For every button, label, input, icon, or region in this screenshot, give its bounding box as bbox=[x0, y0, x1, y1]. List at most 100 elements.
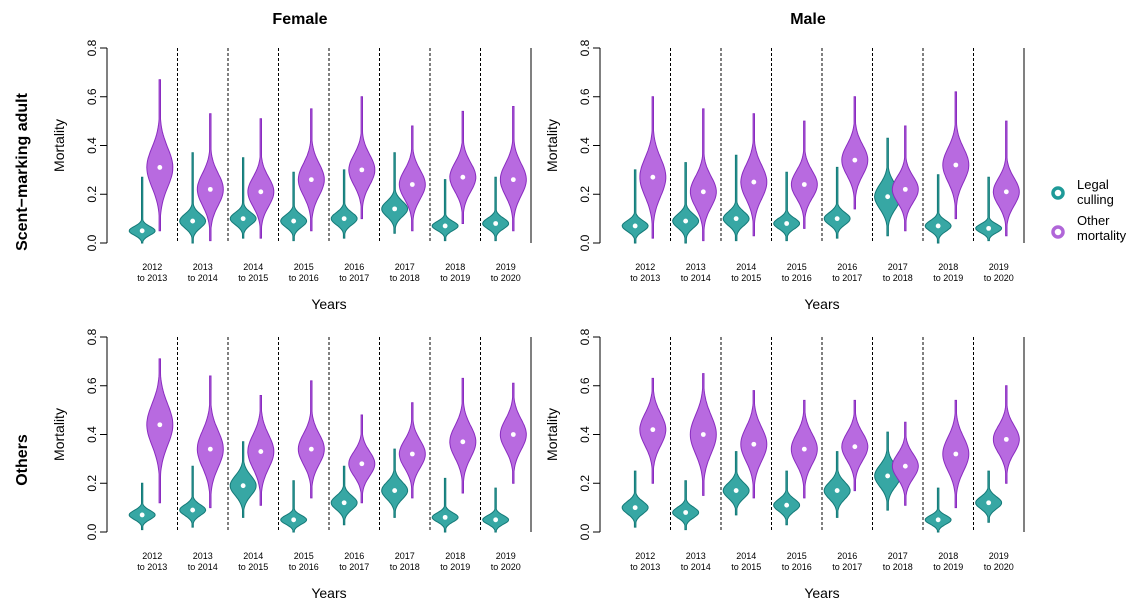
col-title-male: Male bbox=[790, 11, 826, 28]
x-tick-label-line2: to 2017 bbox=[832, 562, 862, 572]
y-axis-label: Mortality bbox=[544, 119, 560, 172]
x-tick-label-line2: to 2013 bbox=[137, 562, 167, 572]
median-point-legal-culling bbox=[885, 194, 891, 200]
violin-other-mortality bbox=[891, 421, 919, 506]
median-point-legal-culling bbox=[683, 510, 689, 515]
violin-legal-culling bbox=[672, 480, 700, 531]
median-point-other-mortality bbox=[460, 174, 466, 180]
violin-legal-culling bbox=[823, 451, 851, 518]
median-point-other-mortality bbox=[157, 165, 163, 170]
median-point-legal-culling bbox=[733, 488, 739, 493]
x-axis-label: Years bbox=[804, 585, 839, 601]
x-tick-label-line1: 2019 bbox=[989, 551, 1009, 561]
violin-legal-culling bbox=[482, 487, 510, 533]
x-tick-label-line2: to 2014 bbox=[681, 562, 711, 572]
x-tick-label-line1: 2014 bbox=[736, 262, 756, 272]
x-tick-label-line1: 2018 bbox=[445, 262, 465, 272]
median-point-other-mortality bbox=[801, 182, 807, 187]
violin-legal-culling bbox=[722, 154, 750, 242]
median-point-legal-culling bbox=[986, 225, 992, 231]
x-tick-label-line1: 2017 bbox=[888, 262, 908, 272]
x-tick-label-line2: to 2017 bbox=[339, 273, 369, 283]
series-legal-culling bbox=[128, 152, 510, 244]
col-title-female: Female bbox=[272, 11, 327, 28]
violin-other-mortality bbox=[449, 110, 477, 224]
median-point-legal-culling bbox=[442, 223, 448, 229]
median-point-legal-culling bbox=[341, 500, 347, 506]
median-point-other-mortality bbox=[510, 432, 516, 437]
x-tick-label-line1: 2015 bbox=[787, 551, 807, 561]
median-point-other-mortality bbox=[308, 446, 314, 452]
x-tick-label-line2: to 2020 bbox=[984, 562, 1014, 572]
x-tick-label-line1: 2017 bbox=[395, 262, 415, 272]
x-tick-label-line2: to 2013 bbox=[630, 273, 660, 283]
x-tick-label-line2: to 2015 bbox=[731, 273, 761, 283]
violin-legal-culling bbox=[381, 448, 409, 518]
median-point-legal-culling bbox=[986, 500, 992, 506]
x-tick-label-line1: 2013 bbox=[686, 262, 706, 272]
x-tick-label-line2: to 2014 bbox=[188, 273, 218, 283]
median-point-legal-culling bbox=[291, 517, 297, 523]
median-point-other-mortality bbox=[359, 167, 365, 173]
violin-other-mortality bbox=[992, 385, 1020, 484]
violin-legal-culling bbox=[621, 169, 649, 244]
x-tick-label-line1: 2012 bbox=[142, 262, 162, 272]
median-point-legal-culling bbox=[139, 512, 145, 518]
violin-other-mortality bbox=[196, 375, 224, 509]
y-tick-label: 0.8 bbox=[578, 39, 592, 56]
x-tick-label-line1: 2015 bbox=[294, 551, 314, 561]
x-tick-label-line1: 2012 bbox=[142, 551, 162, 561]
x-tick-label-line2: to 2018 bbox=[390, 562, 420, 572]
median-point-legal-culling bbox=[733, 216, 739, 222]
median-point-other-mortality bbox=[852, 444, 858, 450]
median-point-legal-culling bbox=[190, 507, 196, 513]
violin-legal-culling bbox=[823, 166, 851, 239]
median-point-other-mortality bbox=[953, 162, 959, 168]
violin-other-mortality bbox=[841, 96, 869, 210]
median-point-other-mortality bbox=[460, 439, 466, 445]
violin-legal-culling bbox=[722, 451, 750, 516]
y-tick-label: 0.0 bbox=[85, 523, 99, 540]
x-tick-label-line1: 2015 bbox=[787, 262, 807, 272]
x-tick-label-line2: to 2016 bbox=[782, 273, 812, 283]
y-axis-label: Mortality bbox=[544, 408, 560, 461]
x-tick-label-line1: 2016 bbox=[837, 262, 857, 272]
violin-other-mortality bbox=[146, 358, 174, 504]
x-tick-label-line1: 2018 bbox=[938, 262, 958, 272]
median-point-legal-culling bbox=[632, 223, 638, 229]
median-point-legal-culling bbox=[190, 218, 196, 224]
violin-legal-culling bbox=[179, 152, 207, 244]
violin-other-mortality bbox=[499, 106, 527, 232]
median-point-legal-culling bbox=[240, 483, 246, 489]
median-point-other-mortality bbox=[650, 427, 656, 433]
x-tick-label-line1: 2018 bbox=[445, 551, 465, 561]
median-point-legal-culling bbox=[341, 216, 347, 222]
x-tick-label-line2: to 2015 bbox=[731, 562, 761, 572]
median-point-other-mortality bbox=[409, 182, 415, 187]
y-tick-label: 0.6 bbox=[85, 377, 99, 394]
violin-other-mortality bbox=[740, 113, 768, 237]
median-point-other-mortality bbox=[409, 451, 415, 457]
legend-label-other-mortality-line2: mortality bbox=[1077, 228, 1127, 243]
series-other-mortality bbox=[146, 358, 527, 509]
x-tick-label-line2: to 2018 bbox=[390, 273, 420, 283]
median-point-other-mortality bbox=[953, 451, 959, 457]
x-tick-label-line2: to 2017 bbox=[832, 273, 862, 283]
x-axis-label: Years bbox=[311, 585, 346, 601]
x-tick-label-line2: to 2019 bbox=[933, 562, 963, 572]
median-point-legal-culling bbox=[683, 218, 689, 224]
median-point-other-mortality bbox=[157, 422, 163, 428]
median-point-other-mortality bbox=[1003, 436, 1009, 442]
x-axis-label: Years bbox=[804, 296, 839, 312]
median-point-other-mortality bbox=[650, 174, 656, 180]
median-point-other-mortality bbox=[258, 449, 264, 454]
x-tick-label-line2: to 2015 bbox=[238, 273, 268, 283]
x-tick-label-line2: to 2016 bbox=[289, 273, 319, 283]
violin-other-mortality bbox=[689, 108, 717, 242]
x-tick-label-line1: 2014 bbox=[243, 551, 263, 561]
y-tick-label: 0.4 bbox=[578, 137, 592, 154]
median-point-other-mortality bbox=[258, 189, 264, 195]
x-tick-label-line2: to 2014 bbox=[188, 562, 218, 572]
